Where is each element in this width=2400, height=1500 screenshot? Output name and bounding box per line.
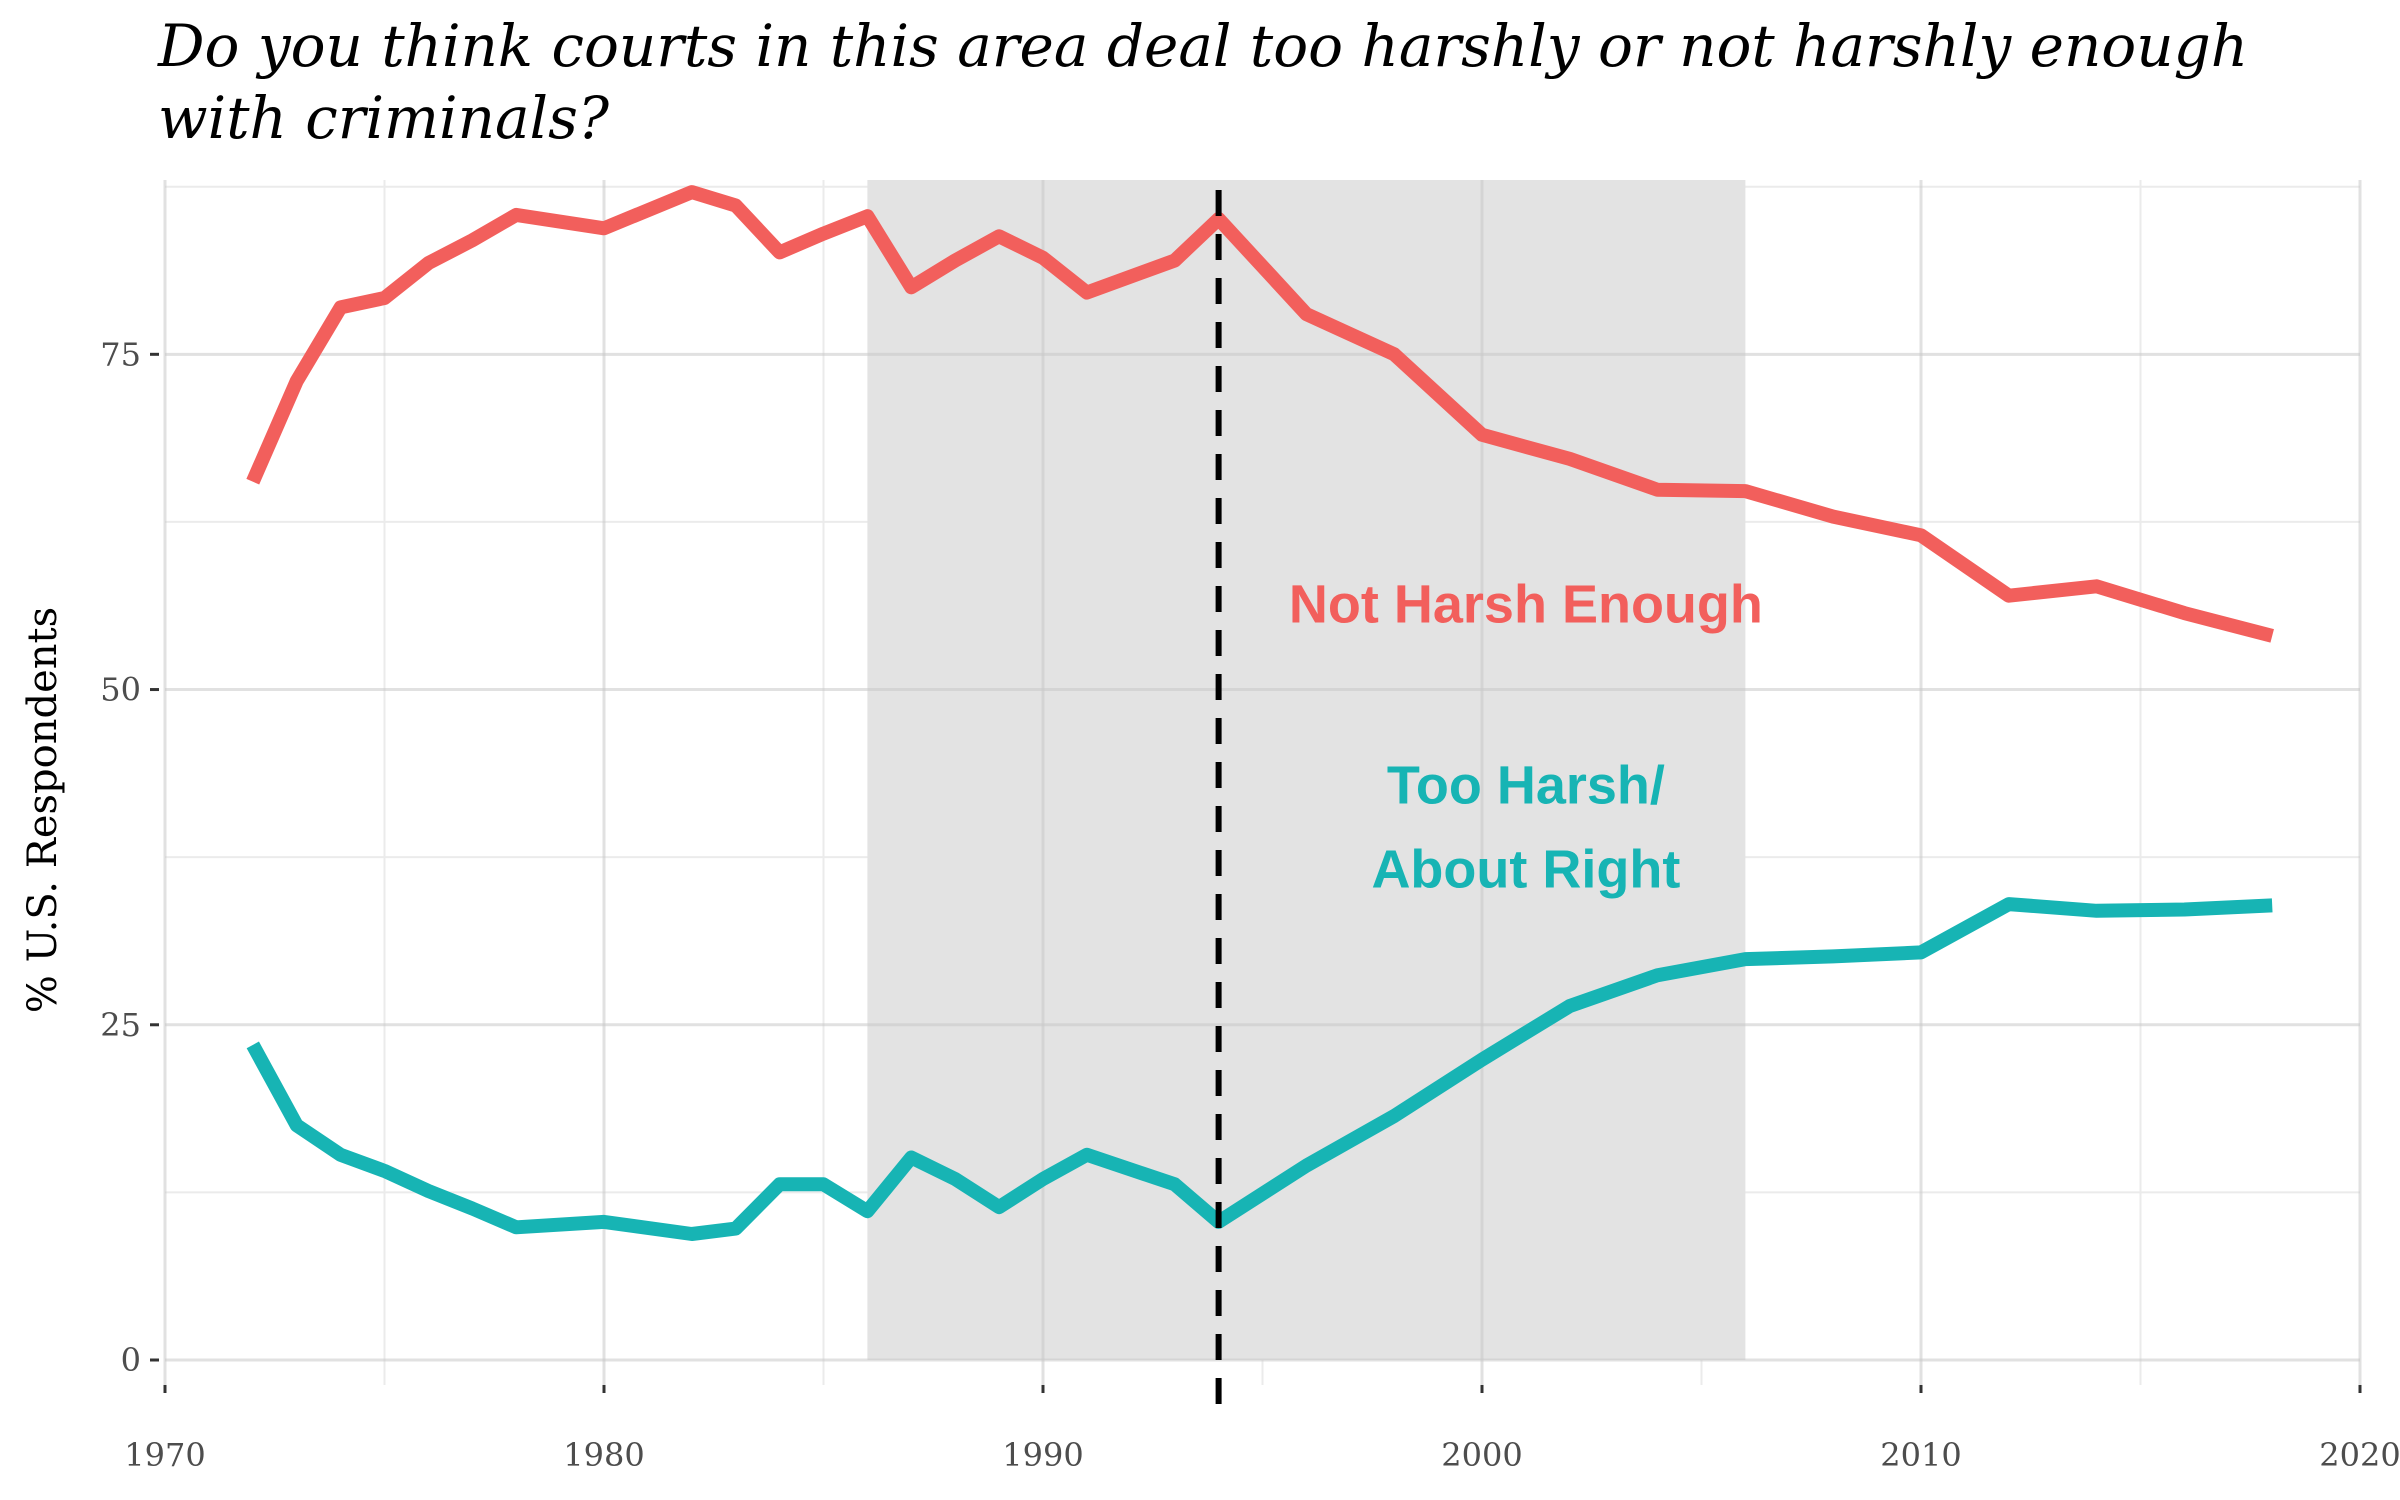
y-tick-label: 75 (100, 335, 141, 373)
y-tick-label: 25 (100, 1006, 141, 1044)
series-label-too-harsh-about-right: Too Harsh/ (1387, 756, 1665, 816)
grid-major-layer (163, 180, 2362, 1385)
x-tick-label: 2010 (1880, 1436, 1961, 1474)
x-tick-label: 2020 (2319, 1436, 2400, 1474)
y-tick-label: 50 (100, 671, 141, 709)
y-axis-title: % U.S. Respondents (20, 607, 66, 1013)
label-layer: Not Harsh Enough Too Harsh/About Right (1289, 575, 1763, 900)
series-label-not-harsh-enough: Not Harsh Enough (1289, 575, 1763, 635)
series-label-too-harsh-about-right: About Right (1371, 840, 1680, 900)
chart-title: Do you think courts in this area deal to… (158, 12, 2249, 152)
series-layer (246, 185, 2274, 1241)
series-line-too-harsh-about-right (246, 897, 2273, 1241)
x-tick-label: 1990 (1002, 1436, 1083, 1474)
x-tick-label: 1970 (124, 1436, 205, 1474)
x-tick-label: 1980 (563, 1436, 644, 1474)
y-tick-label: 0 (121, 1341, 141, 1379)
x-tick-label: 2000 (1441, 1436, 1522, 1474)
axis-layer: 1970 1980 1990 2000 2010 2020 0 25 50 75 (100, 335, 2400, 1474)
series-line-not-harsh-enough (246, 185, 2274, 643)
